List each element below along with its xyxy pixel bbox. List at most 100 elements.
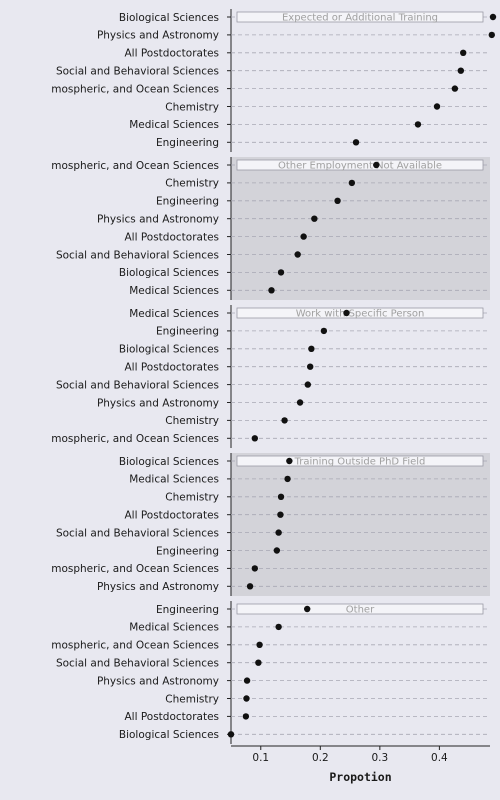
category-label: Social and Behavioral Sciences xyxy=(56,658,219,670)
data-point xyxy=(281,417,288,424)
category-label: All Postdoctorates xyxy=(124,510,219,522)
panel-strip-label: Work with Specific Person xyxy=(296,309,425,320)
category-label: Medical Sciences xyxy=(129,119,219,131)
data-point xyxy=(460,49,467,56)
panels-layer: Biological Sciences Physics and Astronomy… xyxy=(51,9,497,744)
x-tick-label: 0.2 xyxy=(312,752,329,764)
category-label: Chemistry xyxy=(165,693,219,705)
panel-background xyxy=(231,9,490,152)
category-label: mospheric, and Ocean Sciences xyxy=(51,160,219,172)
data-point xyxy=(433,103,441,110)
category-label: mospheric, and Ocean Sciences xyxy=(51,640,219,652)
panel-4: Biological Sciences Medical Sciences Chemi… xyxy=(51,453,490,596)
data-point xyxy=(284,475,291,483)
category-label: mospheric, and Ocean Sciences xyxy=(51,83,219,95)
category-label: Engineering xyxy=(156,137,219,149)
category-label: All Postdoctorates xyxy=(124,231,219,243)
panel-strip-label: Other xyxy=(346,605,375,616)
data-point xyxy=(348,179,356,187)
x-tick-label: 0.4 xyxy=(431,752,448,764)
category-label: Biological Sciences xyxy=(119,12,219,24)
x-tick-label: 0.1 xyxy=(252,752,269,764)
data-point xyxy=(343,309,350,317)
panel-strip-label: Training Outside PhD Field xyxy=(294,457,426,468)
panel-strip xyxy=(236,455,484,467)
panel-strip-label: Expected or Additional Training xyxy=(282,13,438,24)
category-label: All Postdoctorates xyxy=(124,48,219,60)
data-point xyxy=(294,251,301,258)
category-label: Chemistry xyxy=(165,178,219,190)
category-label: Biological Sciences xyxy=(119,456,219,468)
data-point xyxy=(268,287,275,294)
panel-background xyxy=(231,157,490,300)
data-point xyxy=(275,529,282,536)
data-point xyxy=(277,269,285,276)
data-point xyxy=(334,197,341,204)
category-label: Social and Behavioral Sciences xyxy=(56,379,219,391)
category-label: Chemistry xyxy=(165,101,219,113)
category-label: Medical Sciences xyxy=(129,285,219,297)
data-point xyxy=(488,31,495,39)
data-point xyxy=(256,641,263,648)
category-label: mospheric, and Ocean Sciences xyxy=(51,433,219,445)
category-label: Chemistry xyxy=(165,492,219,504)
category-label: Physics and Astronomy xyxy=(97,30,219,42)
data-point xyxy=(277,493,285,500)
data-point xyxy=(300,233,307,240)
category-label: Social and Behavioral Sciences xyxy=(56,249,219,261)
panel-strip xyxy=(236,159,484,171)
data-point xyxy=(251,435,259,442)
data-point xyxy=(242,713,250,720)
category-label: Medical Sciences xyxy=(129,474,219,486)
data-point xyxy=(304,605,311,613)
data-point xyxy=(489,13,497,21)
data-point xyxy=(243,695,250,702)
category-label: Biological Sciences xyxy=(119,344,219,356)
category-label: Physics and Astronomy xyxy=(97,581,219,593)
category-label: Physics and Astronomy xyxy=(97,397,219,409)
category-label: Biological Sciences xyxy=(119,729,219,741)
data-point xyxy=(320,327,328,335)
category-label: All Postdoctorates xyxy=(124,362,219,374)
data-point xyxy=(373,161,380,169)
data-point xyxy=(227,731,235,738)
category-label: mospheric, and Ocean Sciences xyxy=(51,563,219,575)
panel-background xyxy=(231,453,490,596)
data-point xyxy=(451,85,459,92)
panel-background xyxy=(231,305,490,448)
panel-2: mospheric, and Ocean Sciences Chemistry En… xyxy=(51,157,490,300)
x-axis-title: Propotion xyxy=(329,770,391,784)
category-label: Physics and Astronomy xyxy=(97,214,219,226)
data-point xyxy=(311,215,318,222)
data-point xyxy=(251,565,259,572)
data-point xyxy=(277,511,284,518)
panel-5: Engineering Medical Sciences mospheric, an… xyxy=(51,601,490,744)
category-label: Physics and Astronomy xyxy=(97,675,219,687)
category-label: Social and Behavioral Sciences xyxy=(56,527,219,539)
data-point xyxy=(308,345,315,352)
data-point xyxy=(304,381,312,388)
data-point xyxy=(414,121,422,128)
data-point xyxy=(255,659,262,666)
panel-background xyxy=(231,601,490,744)
category-label: Medical Sciences xyxy=(129,622,219,634)
panel-1: Biological Sciences Physics and Astronomy… xyxy=(51,9,497,152)
category-label: Biological Sciences xyxy=(119,267,219,279)
category-label: All Postdoctorates xyxy=(124,711,219,723)
data-point xyxy=(286,457,293,465)
panel-strip xyxy=(236,603,484,615)
data-point xyxy=(457,67,465,74)
data-point xyxy=(306,363,314,370)
data-point xyxy=(273,547,281,554)
data-point xyxy=(243,677,251,684)
data-point xyxy=(352,139,360,146)
category-label: Social and Behavioral Sciences xyxy=(56,66,219,78)
category-label: Engineering xyxy=(156,196,219,208)
x-tick-label: 0.3 xyxy=(371,752,388,764)
panel-strip-label: Other Employment Not Available xyxy=(278,161,442,172)
panel-3: Medical Sciences Engineering Biological Sc… xyxy=(51,305,490,448)
category-label: Engineering xyxy=(156,326,219,338)
category-label: Engineering xyxy=(156,604,219,616)
data-point xyxy=(246,583,254,590)
